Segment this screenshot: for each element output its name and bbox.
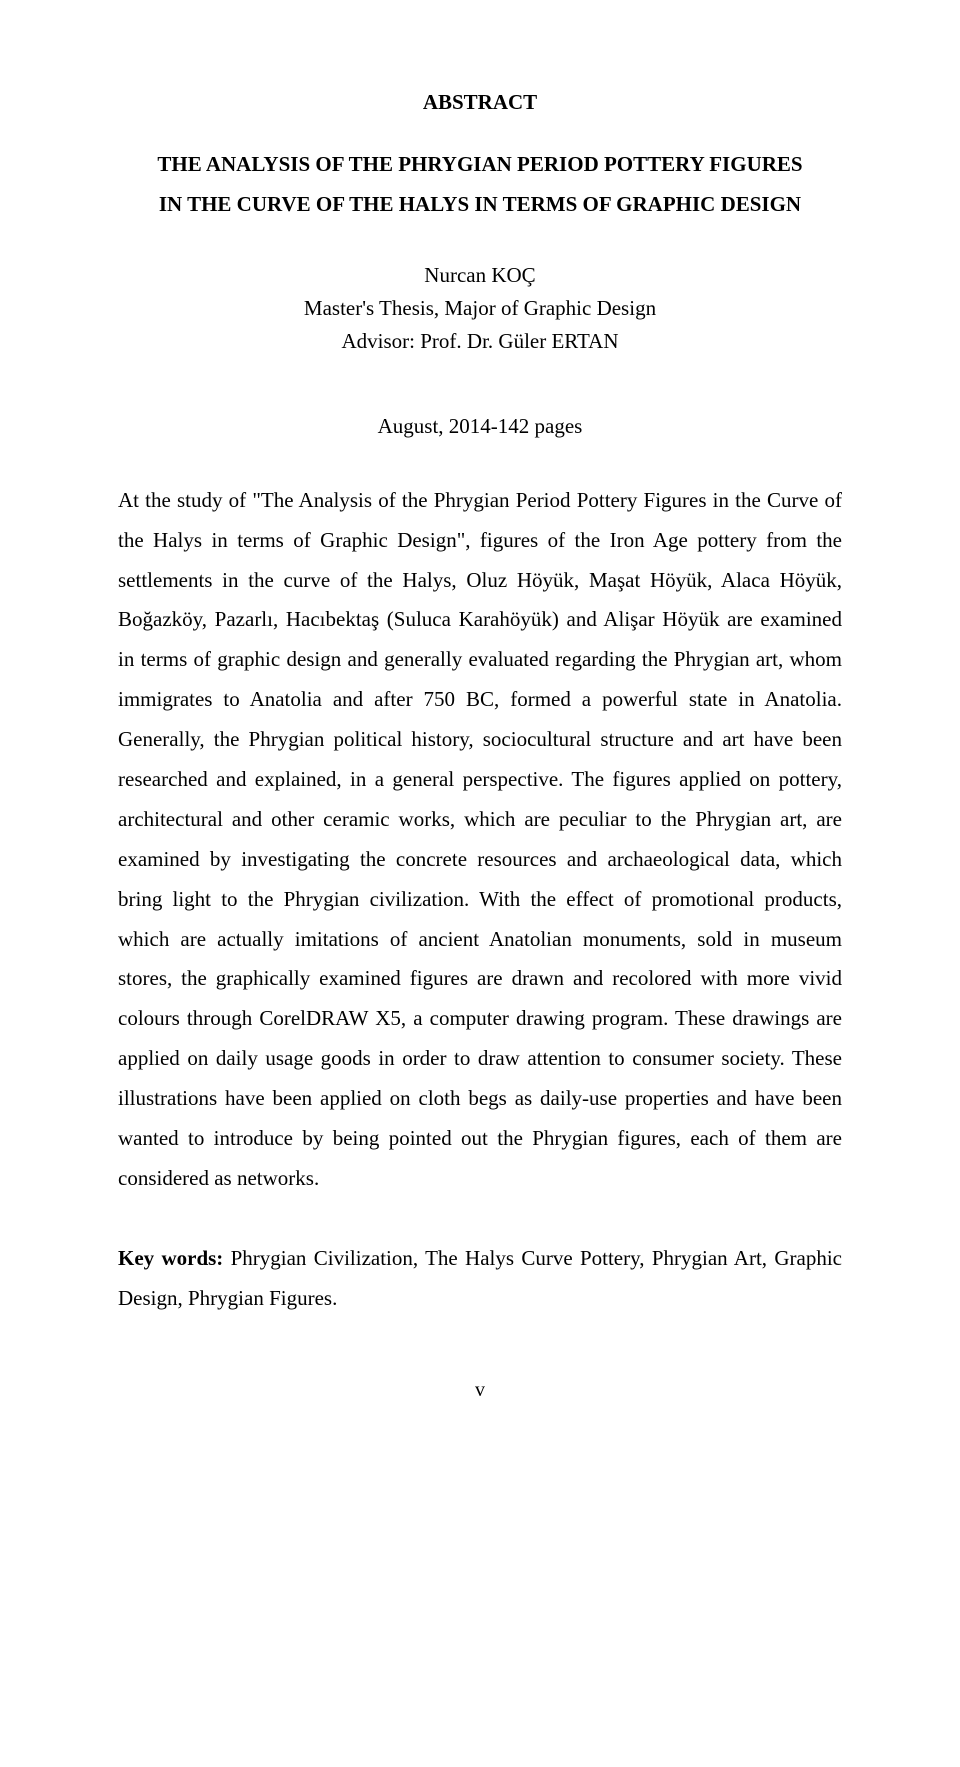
author-name: Nurcan KOÇ xyxy=(118,263,842,288)
title-line-1: THE ANALYSIS OF THE PHRYGIAN PERIOD POTT… xyxy=(118,145,842,185)
keywords-label: Key words: xyxy=(118,1246,223,1270)
title-line-2: IN THE CURVE OF THE HALYS IN TERMS OF GR… xyxy=(118,185,842,225)
thesis-line: Master's Thesis, Major of Graphic Design xyxy=(118,296,842,321)
keywords-text: Phrygian Civilization, The Halys Curve P… xyxy=(118,1246,842,1310)
abstract-heading: ABSTRACT xyxy=(118,90,842,115)
keywords-block: Key words: Phrygian Civilization, The Ha… xyxy=(118,1239,842,1319)
date-line: August, 2014-142 pages xyxy=(118,414,842,439)
abstract-body: At the study of "The Analysis of the Phr… xyxy=(118,481,842,1199)
page-number: v xyxy=(118,1379,842,1402)
title-block: THE ANALYSIS OF THE PHRYGIAN PERIOD POTT… xyxy=(118,145,842,225)
advisor-line: Advisor: Prof. Dr. Güler ERTAN xyxy=(118,329,842,354)
